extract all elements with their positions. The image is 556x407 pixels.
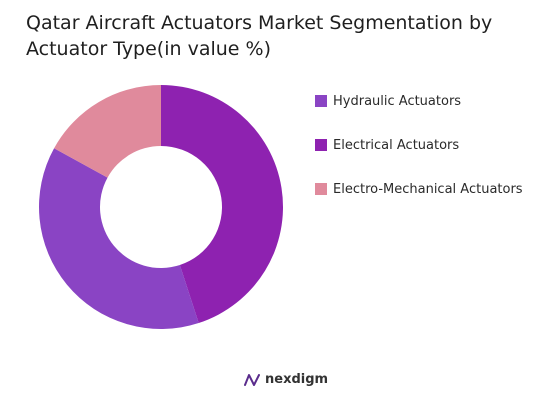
legend-swatch-electro-mechanical (315, 183, 327, 195)
legend-item-hydraulic[interactable]: Hydraulic Actuators (315, 91, 523, 111)
legend: Hydraulic Actuators Electrical Actuators… (315, 91, 523, 223)
donut-slice-hydraulic[interactable] (39, 148, 199, 329)
nexdigm-logo-icon (244, 373, 260, 386)
legend-label-electrical: Electrical Actuators (333, 137, 460, 153)
donut-slice-electrical[interactable] (161, 85, 283, 324)
legend-item-electro-mechanical[interactable]: Electro-Mechanical Actuators (315, 179, 523, 199)
donut-slice-electro-mechanical[interactable] (54, 85, 161, 178)
brand-logo: nexdigm (243, 372, 328, 387)
legend-swatch-electrical (315, 139, 327, 151)
legend-item-electrical[interactable]: Electrical Actuators (315, 135, 523, 155)
legend-label-electro-mechanical: Electro-Mechanical Actuators (333, 181, 523, 197)
legend-swatch-hydraulic (315, 95, 327, 107)
brand-name: nexdigm (265, 372, 329, 387)
legend-label-hydraulic: Hydraulic Actuators (333, 93, 462, 109)
chart-title: Qatar Aircraft Actuators Market Segmenta… (26, 12, 493, 60)
